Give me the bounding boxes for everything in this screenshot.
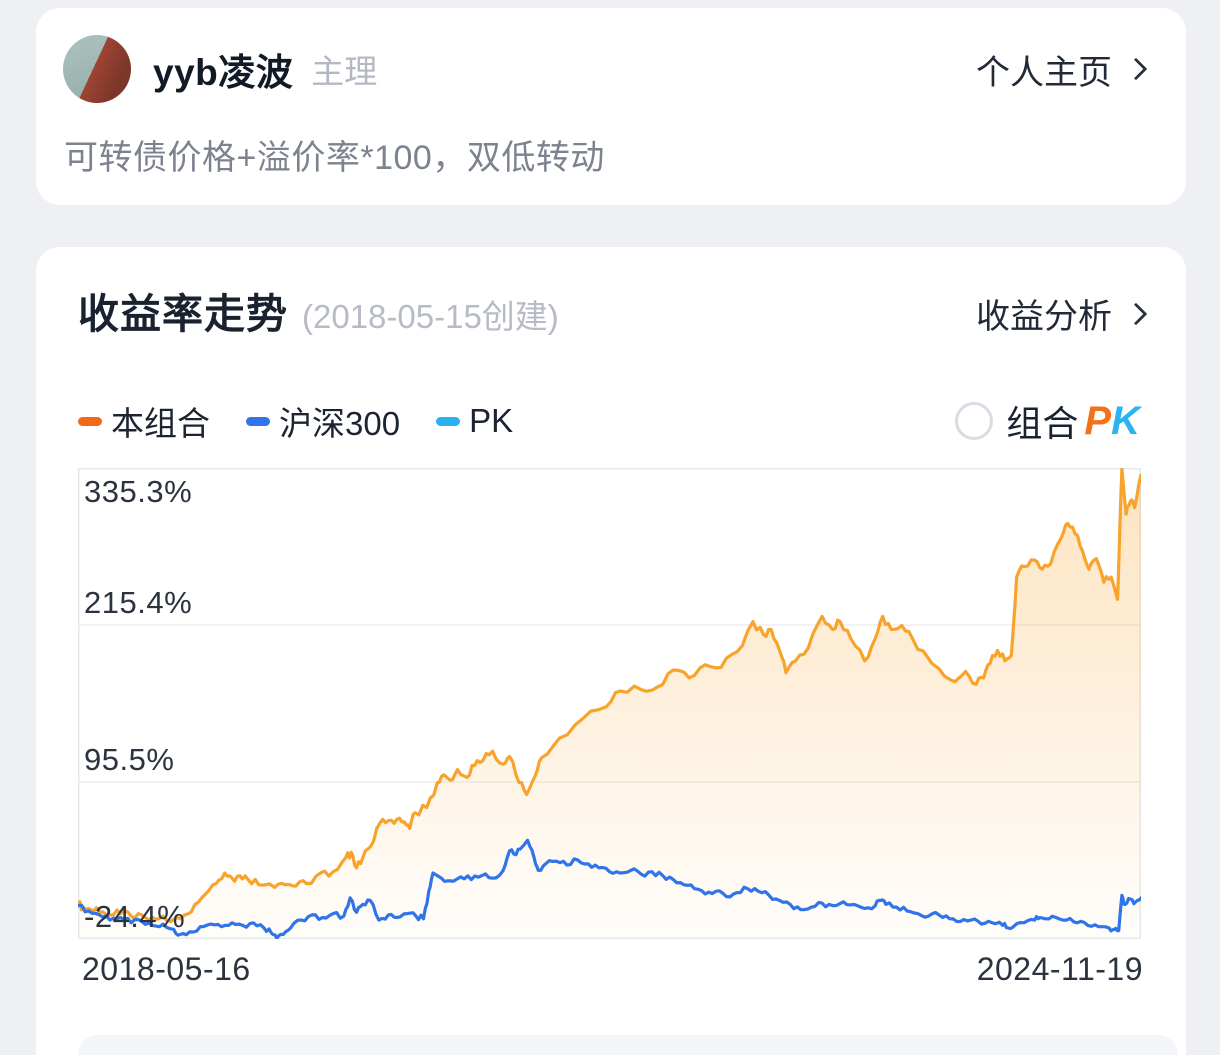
- legend-label-pk: PK: [469, 402, 514, 439]
- portfolio-description: 可转债价格+溢价率*100，双低转动: [64, 139, 605, 177]
- csi300-series-marker: [246, 416, 270, 426]
- chevron-right-icon: [1124, 57, 1148, 81]
- personal-home-label: 个人主页: [976, 53, 1112, 92]
- series-line-本组合: [78, 468, 1141, 924]
- profile-card: yyb凌波 主理 个人主页 可转债价格+溢价率*100，双低转动: [36, 8, 1186, 205]
- pk-letter-k: K: [1111, 398, 1140, 443]
- x-axis-row: 2018-05-16 2024-11-19: [80, 951, 1143, 991]
- legend-item-pk[interactable]: PK: [436, 402, 513, 440]
- return-analysis-link[interactable]: 收益分析: [976, 289, 1148, 338]
- chart-svg[interactable]: [78, 468, 1141, 939]
- user-name: yyb凌波: [153, 52, 294, 93]
- portfolio-pk-toggle-group: 组合 P K: [955, 395, 1140, 447]
- return-analysis-label: 收益分析: [976, 298, 1112, 336]
- pk-toggle-label: 组合: [1006, 403, 1079, 444]
- bottom-panel: [78, 1035, 1178, 1055]
- y-axis-label: 335.3%: [84, 474, 193, 509]
- portfolio-series-marker: [78, 416, 102, 426]
- user-role-badge: 主理: [311, 53, 378, 90]
- legend-item-csi300[interactable]: 沪深300: [246, 397, 400, 445]
- profile-header-row: yyb凌波 主理 个人主页: [63, 27, 1148, 111]
- legend-label-portfolio: 本组合: [111, 405, 210, 442]
- chevron-right-icon: [1124, 302, 1148, 325]
- chart-card-header: 收益率走势 (2018-05-15创建) 收益分析: [78, 280, 1148, 340]
- chart-title: 收益率走势: [78, 291, 288, 337]
- legend-label-csi300: 沪深300: [279, 405, 401, 442]
- x-axis-start-label: 2018-05-16: [82, 951, 251, 987]
- y-axis-label: 95.5%: [84, 742, 175, 777]
- pk-series-marker: [436, 416, 461, 426]
- y-axis-label: -24.4%: [84, 899, 186, 934]
- chart-created-date: (2018-05-15创建): [302, 298, 559, 335]
- personal-home-link[interactable]: 个人主页: [976, 45, 1148, 94]
- pk-toggle-radio[interactable]: [955, 402, 994, 440]
- pk-letter-p: P: [1084, 398, 1112, 443]
- chart-legend-row: 本组合 沪深300 PK 组合 P K: [78, 397, 1140, 445]
- y-axis-label: 215.4%: [84, 585, 193, 620]
- user-avatar[interactable]: [63, 35, 131, 103]
- x-axis-end-label: 2024-11-19: [976, 951, 1143, 987]
- return-trend-chart[interactable]: 335.3% 215.4% 95.5% -24.4%: [78, 468, 1141, 939]
- legend-item-portfolio[interactable]: 本组合: [78, 397, 210, 445]
- return-trend-card: 收益率走势 (2018-05-15创建) 收益分析 本组合 沪深300 PK: [36, 247, 1186, 1055]
- series-line-沪深300: [78, 838, 1141, 939]
